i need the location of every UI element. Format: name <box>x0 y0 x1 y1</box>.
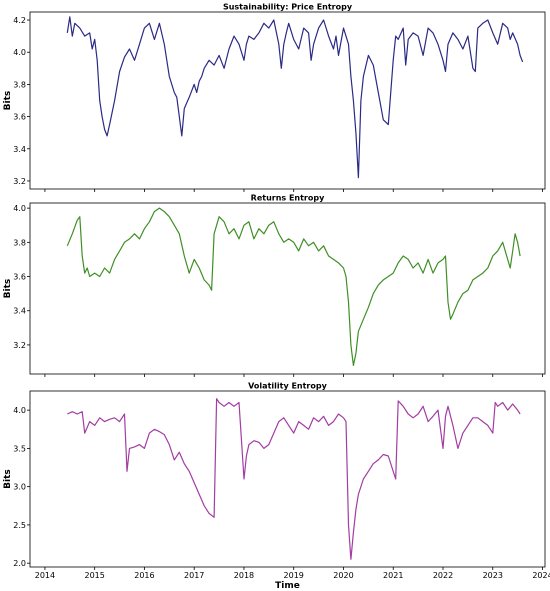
y-tick-label: 2.5 <box>13 521 26 530</box>
y-tick-label: 3.4 <box>13 307 26 316</box>
x-tick-label: 2015 <box>85 571 105 580</box>
x-tick-label: 2023 <box>483 571 503 580</box>
y-tick-label: 3.2 <box>13 177 26 186</box>
y-tick-label: 2.0 <box>13 559 26 568</box>
y-axis-label: Bits <box>3 279 13 299</box>
series-line <box>67 398 521 560</box>
chart-title: Sustainability: Price Entropy <box>223 3 353 12</box>
y-axis-label: Bits <box>3 91 13 111</box>
panel-1: Sustainability: Price Entropy Bits 3.2 3.4 3… <box>3 3 546 192</box>
panel-3: Volatility Entropy Bits 2.0 2.5 3.0 3.5 4.0 201… <box>3 382 550 591</box>
plot-frame <box>29 202 546 375</box>
chart-title: Volatility Entropy <box>248 382 327 391</box>
y-tick-label: 3.8 <box>13 238 26 247</box>
chart-title: Returns Entropy <box>251 194 325 203</box>
x-tick-label: 2019 <box>284 571 304 580</box>
x-tick-label: 2020 <box>333 571 353 580</box>
panel-2: Returns Entropy Bits 3.2 3.4 3.6 3.8 4.0 <box>3 194 546 377</box>
y-tick-label: 3.5 <box>13 444 26 453</box>
series-line <box>66 16 524 179</box>
x-tick-label: 2021 <box>383 571 403 580</box>
y-axis-label: Bits <box>3 469 13 489</box>
series-line <box>66 207 521 366</box>
plot-frame <box>29 11 546 190</box>
x-axis-label: Time <box>275 581 300 591</box>
x-tick-label: 2022 <box>433 571 453 580</box>
y-tick-label: 3.6 <box>13 273 26 282</box>
y-tick-label: 4.0 <box>13 406 26 415</box>
y-tick-label: 4.0 <box>13 48 26 57</box>
plot-frame <box>29 390 546 568</box>
y-tick-label: 4.0 <box>13 204 26 213</box>
y-tick-label: 3.6 <box>13 113 26 122</box>
x-tick-label: 2016 <box>134 571 154 580</box>
y-tick-label: 3.0 <box>13 483 26 492</box>
x-tick-label: 2017 <box>184 571 204 580</box>
x-tick-label: 2024 <box>532 571 550 580</box>
y-tick-label: 3.2 <box>13 341 26 350</box>
x-tick-label: 2018 <box>234 571 254 580</box>
y-tick-label: 3.4 <box>13 145 26 154</box>
y-tick-label: 3.8 <box>13 80 26 89</box>
y-tick-label: 4.2 <box>13 16 26 25</box>
x-tick-label: 2014 <box>35 571 55 580</box>
